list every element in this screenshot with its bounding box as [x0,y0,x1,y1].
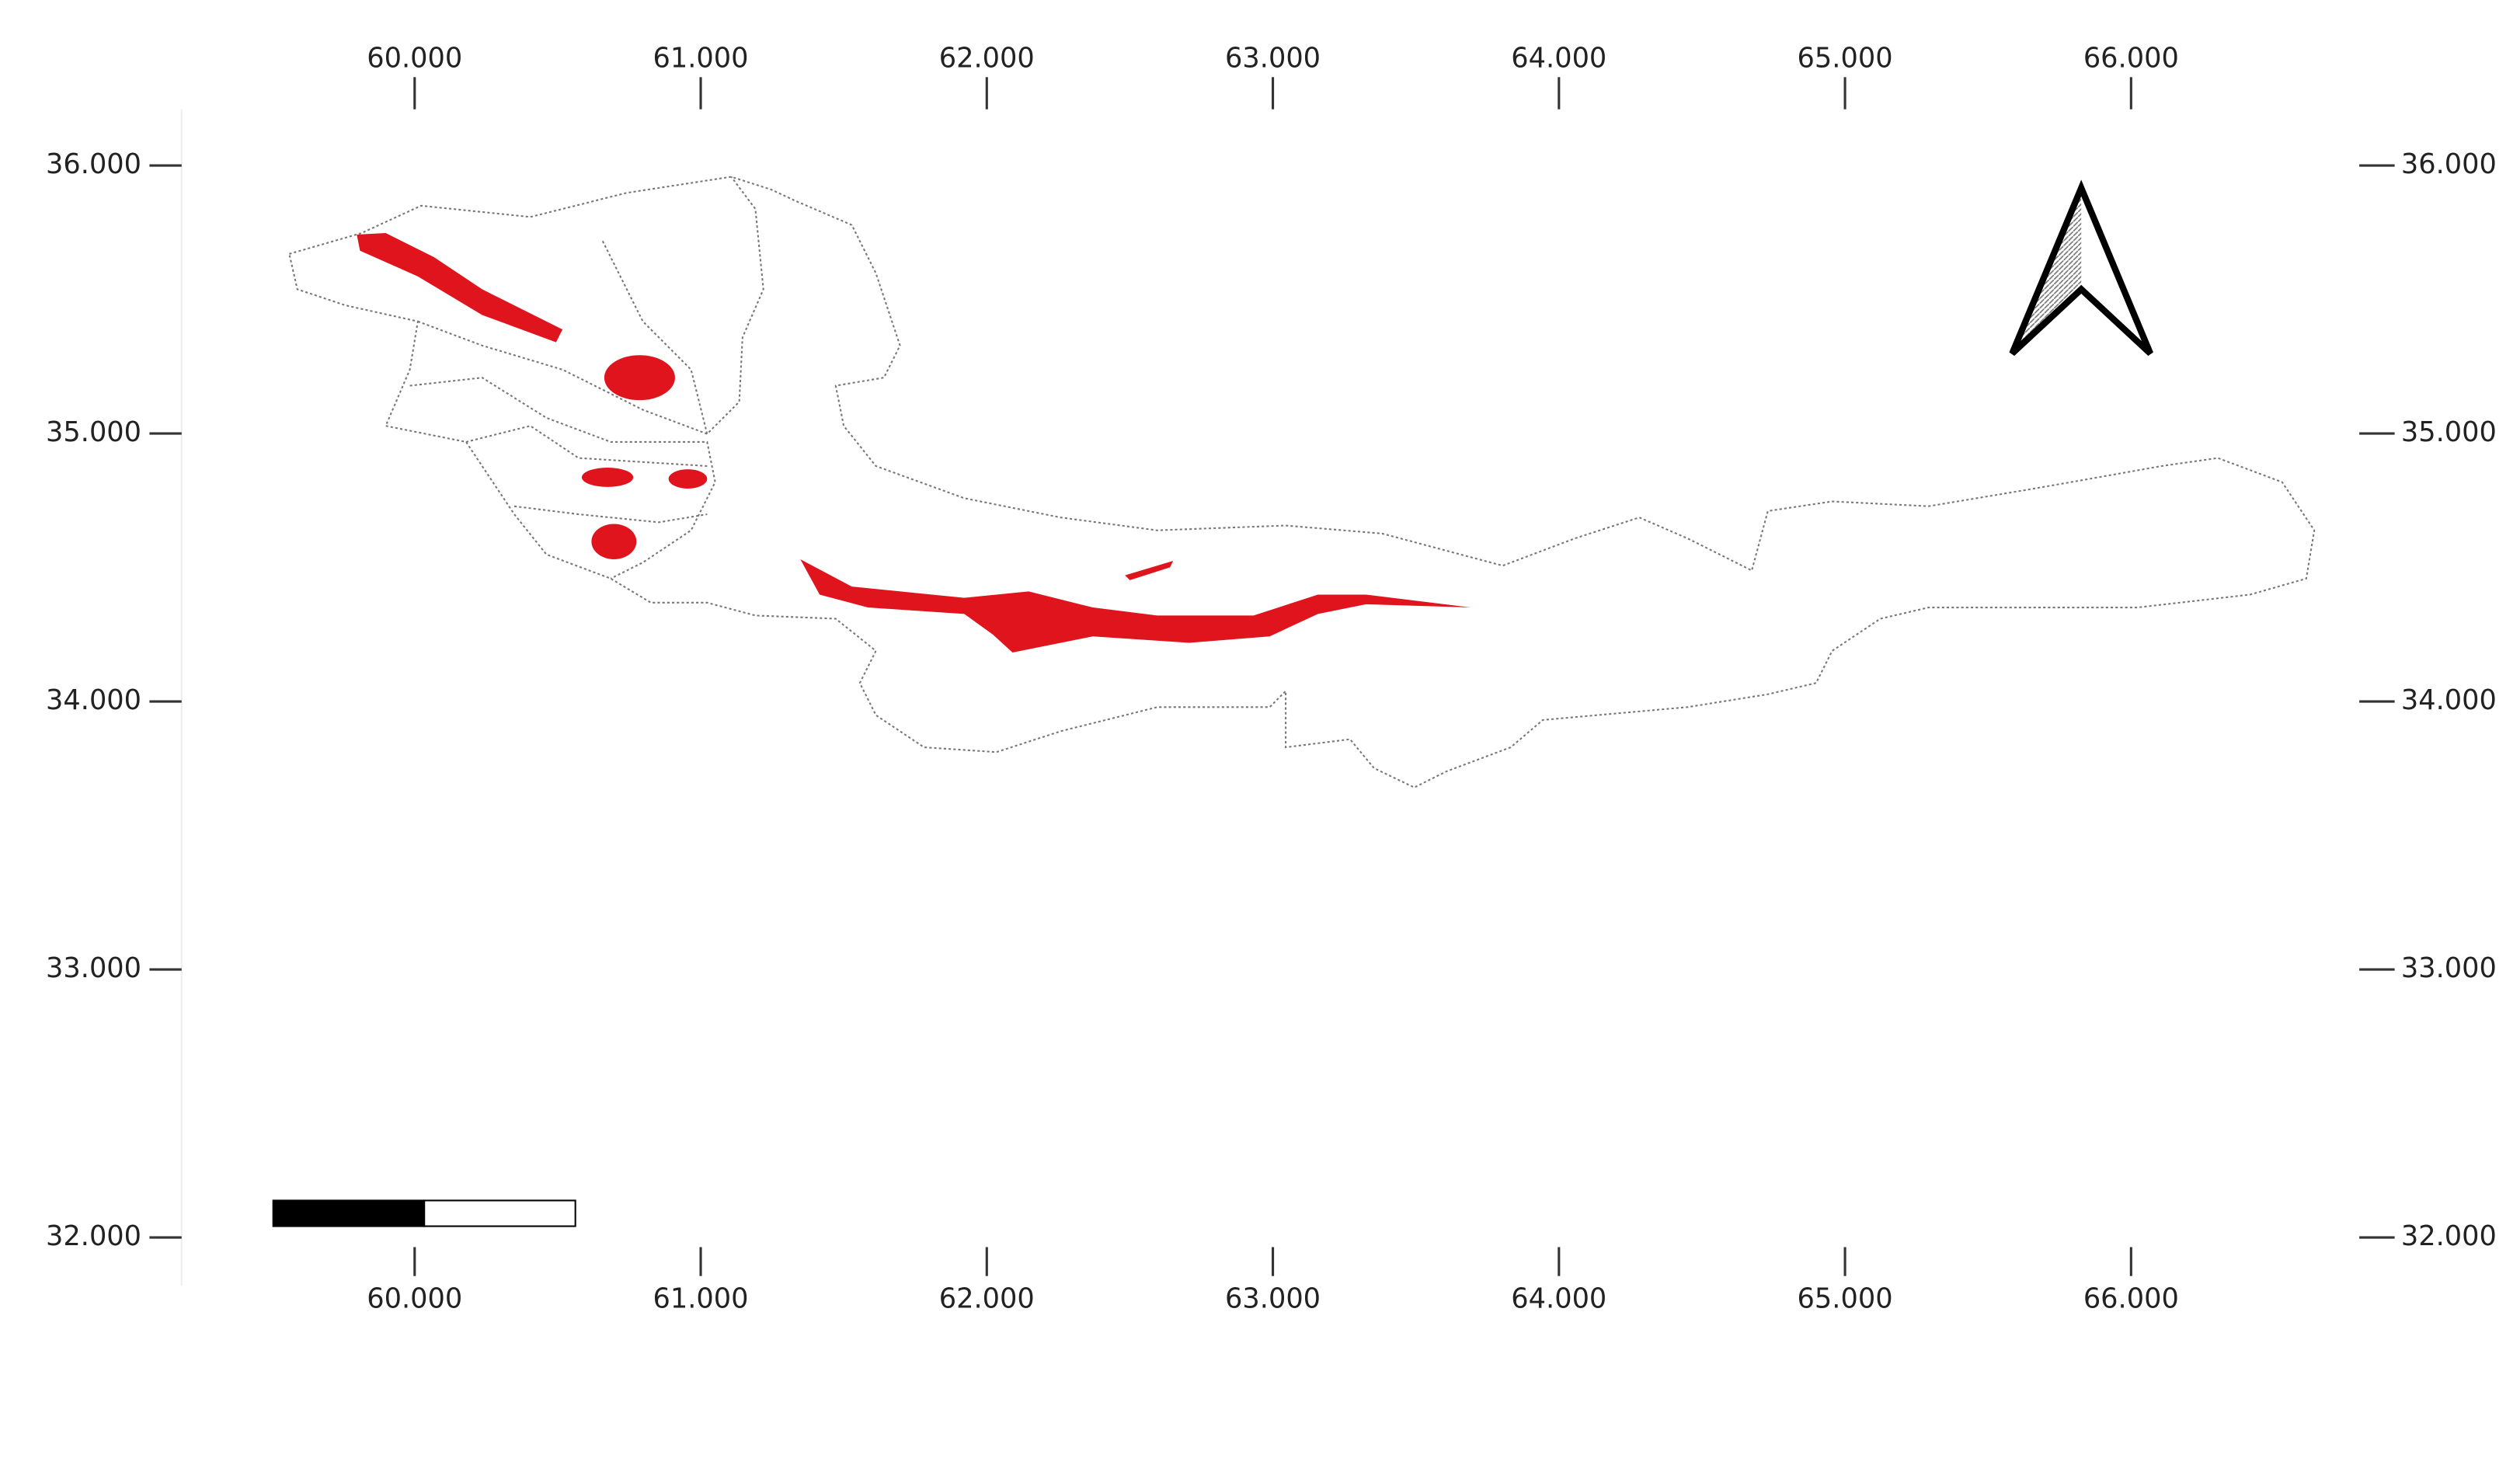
y-tick-label-left: 35.000 [46,416,141,448]
sub-basin-line [601,240,708,434]
x-tick-label-bottom: 61.000 [653,1283,749,1315]
x-tick-label-top: 62.000 [939,43,1035,75]
red-patch [591,524,637,559]
x-tick-label-bottom: 64.000 [1511,1283,1606,1315]
x-tick-label-bottom: 62.000 [939,1283,1035,1315]
red-patch [800,559,1471,652]
sub-basin-line [417,176,764,435]
y-tick-label-right: 34.000 [2401,684,2497,716]
y-tick-label-right: 36.000 [2401,148,2497,180]
y-tick-label-right: 33.000 [2401,952,2497,984]
scale-bar [272,1199,576,1227]
y-tick-label-left: 34.000 [46,684,141,716]
north-arrow-outline [2009,179,2153,357]
red-patch [1125,561,1174,580]
red-patch [357,232,563,343]
x-tick-label-top: 61.000 [653,43,749,75]
scale-bar-white [423,1199,576,1227]
x-tick-label-top: 60.000 [367,43,462,75]
red-patch [668,469,708,489]
x-tick-label-top: 63.000 [1225,43,1321,75]
red-patch [581,468,634,487]
x-tick-label-top: 66.000 [2083,43,2179,75]
y-tick-label-left: 32.000 [46,1220,141,1252]
basin-outline [288,176,2316,788]
north-arrow [2009,179,2153,357]
y-tick-label-left: 36.000 [46,148,141,180]
x-tick-label-top: 64.000 [1511,43,1606,75]
y-tick-label-right: 35.000 [2401,416,2497,448]
x-tick-label-bottom: 66.000 [2083,1283,2179,1315]
x-tick-label-bottom: 63.000 [1225,1283,1321,1315]
red-patch [604,355,675,401]
x-tick-label-top: 65.000 [1798,43,1893,75]
sub-basin-line [513,505,708,524]
x-tick-label-bottom: 60.000 [367,1283,462,1315]
scale-bar-black [272,1199,426,1227]
y-tick-label-right: 32.000 [2401,1220,2497,1252]
basin [288,176,2316,788]
sub-basin-line [465,425,708,468]
sub-basin-line [409,377,716,579]
x-tick-label-bottom: 65.000 [1798,1283,1893,1315]
y-tick-label-left: 33.000 [46,952,141,984]
